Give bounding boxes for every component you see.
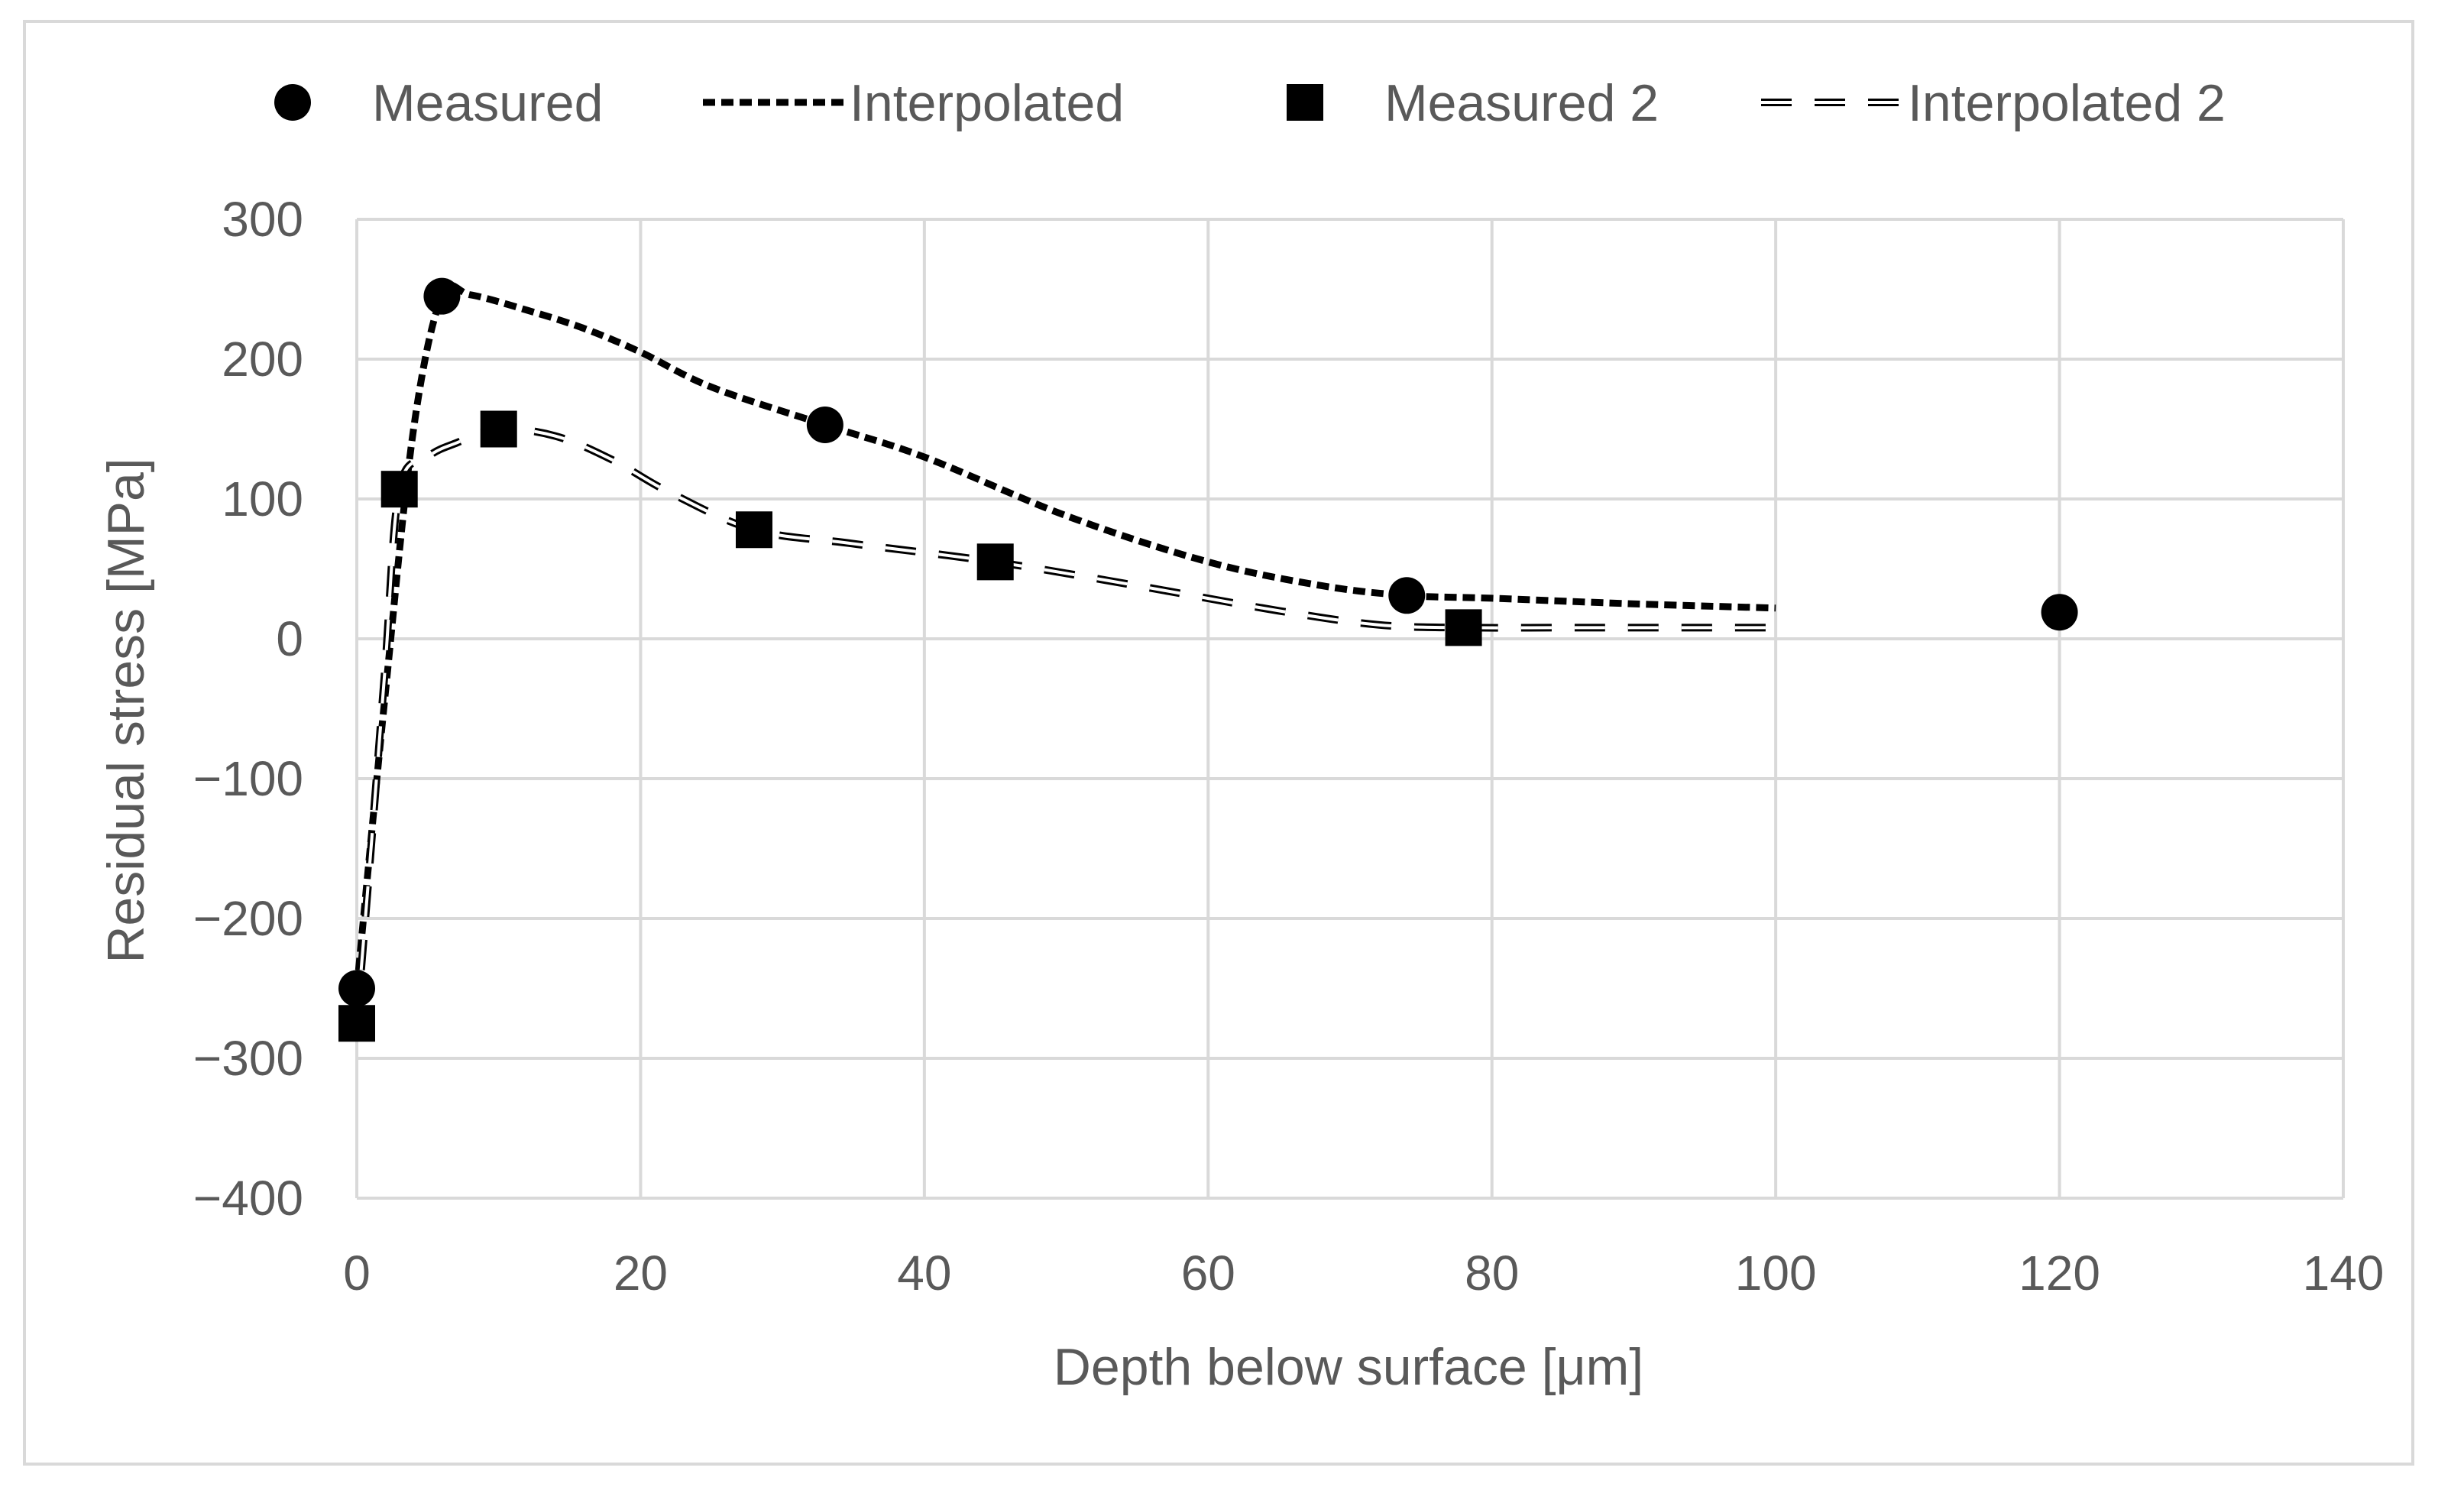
series-line-interpolated-2 [353,425,1776,1024]
data-point-measured-2 [736,511,772,549]
y-tick-label: −400 [193,1171,303,1226]
data-point-measured [423,277,461,315]
data-point-measured-2 [1445,609,1482,646]
legend-label: Measured [372,74,603,132]
y-tick-label: −200 [193,891,303,946]
x-tick-label: 140 [2303,1246,2385,1301]
x-tick-label: 60 [1181,1246,1235,1301]
data-point-measured-2 [380,471,418,508]
data-point-measured-2 [480,410,517,448]
y-axis-title: Residual stress [MPa] [97,458,155,963]
data-point-measured [2041,594,2078,631]
data-point-measured [338,970,375,1007]
series-line-interpolated-2-outline [353,425,1776,1024]
x-tick-label: 120 [2019,1246,2100,1301]
legend-label: Interpolated [850,74,1124,132]
chart-frame [23,20,2414,1466]
y-tick-label: 200 [222,332,303,387]
legend-item: Interpolated 2 [1761,74,2226,132]
legend-item: Interpolated [703,74,1124,132]
y-tick-label: 0 [276,611,303,666]
legend-label: Interpolated 2 [1908,74,2226,132]
legend-item: Measured [274,74,603,132]
y-tick-label: −300 [193,1031,303,1086]
legend-marker-square [1287,84,1323,121]
legend-marker-circle [274,84,311,121]
series-line-interpolated [353,282,1776,989]
x-tick-label: 40 [897,1246,951,1301]
x-tick-label: 0 [343,1246,371,1301]
y-tick-label: −100 [193,751,303,806]
series-line-interpolated-2-inner [355,427,1776,1024]
y-tick-label: 300 [222,192,303,247]
legend-item: Measured 2 [1287,74,1659,132]
legend-label: Measured 2 [1384,74,1659,132]
x-tick-label: 100 [1735,1246,1817,1301]
legend: Measured Interpolated Measured 2 Interpolat… [274,74,2226,132]
data-point-measured [806,407,843,444]
tick-labels: 300 200 100 0 −100 −200 −300 −400 0 20 40 60 80 100 12… [193,192,2385,1301]
grid [355,218,2345,1200]
series-layer [338,277,2078,1042]
x-tick-label: 80 [1465,1246,1519,1301]
data-point-measured-2 [338,1005,375,1042]
data-point-measured-2 [976,543,1014,581]
x-axis-title: Depth below surface [μm] [1054,1338,1643,1396]
y-tick-label: 100 [222,471,303,526]
x-tick-label: 20 [614,1246,668,1301]
data-point-measured [1388,577,1426,614]
